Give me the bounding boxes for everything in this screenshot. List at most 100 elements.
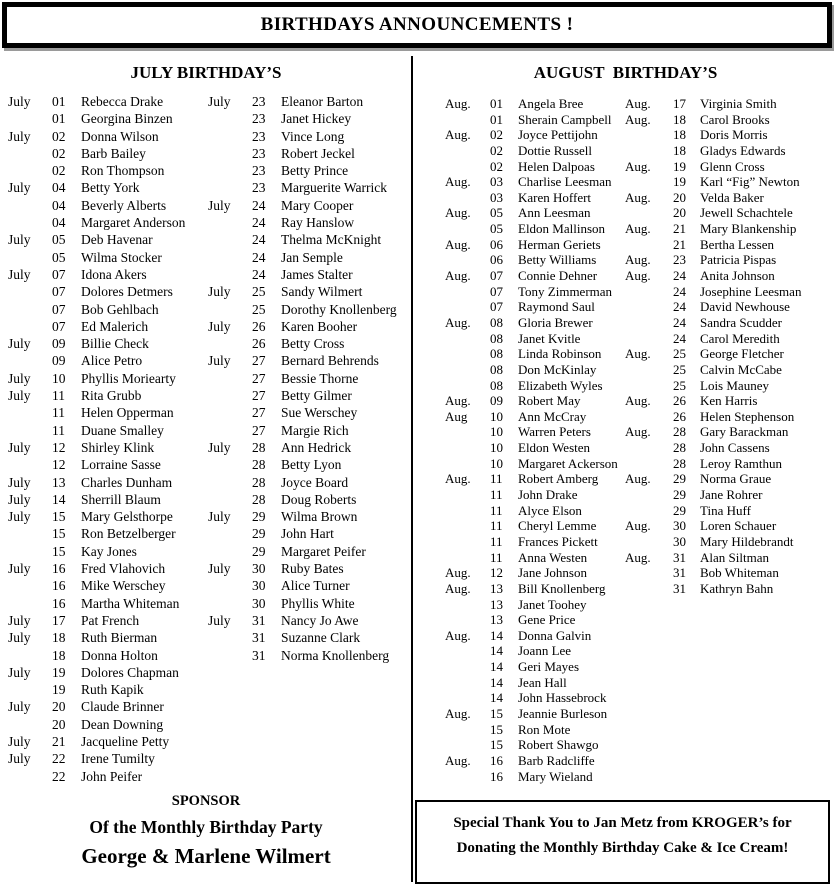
month-label bbox=[625, 503, 673, 519]
day-number: 28 bbox=[673, 440, 686, 456]
birthday-row: 24 Thelma McKnight bbox=[208, 231, 397, 248]
person-name: Billie Check bbox=[81, 336, 149, 352]
person-name: Margie Rich bbox=[281, 422, 349, 438]
day-number: 05 bbox=[52, 232, 66, 248]
birthday-row: July 23 Eleanor Barton bbox=[208, 93, 397, 110]
person-name: Connie Dehner bbox=[518, 268, 598, 284]
month-label bbox=[8, 110, 45, 127]
person-name: Cheryl Lemme bbox=[518, 518, 597, 534]
person-name: Ruby Bates bbox=[281, 561, 344, 577]
august-column-2: Aug. 17 Virginia Smith Aug. 18 Carol Bro… bbox=[625, 96, 801, 597]
person-name: Betty Gilmer bbox=[281, 388, 352, 404]
day-number: 23 bbox=[252, 163, 266, 179]
day-number: 12 bbox=[52, 457, 66, 473]
month-label bbox=[208, 422, 245, 439]
day-number: 30 bbox=[252, 578, 266, 594]
birthday-row: 07 Raymond Saul bbox=[445, 299, 618, 315]
person-name: Idona Akers bbox=[81, 266, 147, 282]
day-number: 18 bbox=[673, 111, 686, 127]
birthday-row: 02 Helen Dalpoas bbox=[445, 159, 618, 175]
day-number: 20 bbox=[52, 699, 66, 715]
person-name: Beverly Alberts bbox=[81, 197, 167, 213]
day-number: 23 bbox=[252, 128, 266, 144]
person-name: Rebecca Drake bbox=[81, 94, 164, 109]
month-label bbox=[625, 565, 673, 581]
birthday-row: 25 Calvin McCabe bbox=[625, 362, 801, 378]
birthday-row: Aug. 03 Charlise Leesman bbox=[445, 174, 618, 190]
month-label: July bbox=[208, 439, 231, 455]
person-name: Tina Huff bbox=[700, 502, 751, 518]
person-name: Eldon Mallinson bbox=[518, 221, 606, 237]
day-number: 25 bbox=[673, 377, 686, 393]
birthday-row: 14 John Hassebrock bbox=[445, 690, 618, 706]
month-label bbox=[208, 145, 245, 162]
person-name: Betty Cross bbox=[281, 336, 345, 352]
birthday-row: 28 Joyce Board bbox=[208, 474, 397, 491]
birthday-row: 11 John Drake bbox=[445, 487, 618, 503]
day-number: 30 bbox=[673, 533, 686, 549]
day-number: 26 bbox=[673, 408, 686, 424]
month-label: Aug. bbox=[625, 549, 651, 565]
birthday-row: Aug. 07 Connie Dehner bbox=[445, 268, 618, 284]
month-label bbox=[208, 543, 245, 560]
birthday-row: 09 Alice Petro bbox=[8, 352, 185, 369]
day-number: 01 bbox=[52, 111, 66, 127]
person-name: Betty Prince bbox=[281, 163, 349, 179]
birthday-row: 15 Kay Jones bbox=[8, 543, 185, 560]
month-label: July bbox=[8, 474, 31, 490]
month-label bbox=[208, 474, 245, 491]
person-name: Donna Holton bbox=[81, 647, 158, 663]
day-number: 30 bbox=[252, 595, 266, 611]
birthday-row: Aug. 28 Gary Barackman bbox=[625, 424, 801, 440]
day-number: 29 bbox=[252, 543, 266, 559]
day-number: 18 bbox=[52, 647, 66, 663]
birthday-row: July 22 Irene Tumilty bbox=[8, 750, 185, 767]
month-label: Aug. bbox=[625, 346, 651, 362]
person-name: Wilma Brown bbox=[281, 509, 358, 525]
birthday-row: July 18 Ruth Bierman bbox=[8, 629, 185, 646]
day-number: 29 bbox=[252, 526, 266, 542]
person-name: Martha Whiteman bbox=[81, 595, 180, 611]
month-label: Aug. bbox=[625, 96, 651, 111]
person-name: David Newhouse bbox=[700, 299, 790, 315]
person-name: Dorothy Knollenberg bbox=[281, 301, 397, 317]
month-label bbox=[625, 315, 673, 331]
person-name: Mary Gelsthorpe bbox=[81, 509, 173, 525]
month-label bbox=[208, 595, 245, 612]
person-name: Gene Price bbox=[518, 612, 576, 628]
month-label bbox=[208, 214, 245, 231]
birthday-row: 23 Marguerite Warrick bbox=[208, 179, 397, 196]
birthday-row: Aug. 24 Anita Johnson bbox=[625, 268, 801, 284]
birthday-row: 29 Margaret Peifer bbox=[208, 543, 397, 560]
day-number: 26 bbox=[252, 318, 266, 334]
day-number: 11 bbox=[490, 487, 503, 503]
day-number: 14 bbox=[490, 643, 503, 659]
person-name: Donna Wilson bbox=[81, 128, 159, 144]
birthday-row: July 26 Karen Booher bbox=[208, 318, 397, 335]
day-number: 08 bbox=[490, 361, 503, 377]
birthday-row: 31 Kathryn Bahn bbox=[625, 581, 801, 597]
person-name: Glenn Cross bbox=[700, 158, 765, 174]
day-number: 02 bbox=[52, 145, 66, 161]
day-number: 24 bbox=[252, 232, 266, 248]
july-column-1: July 01 Rebecca Drake 01 Georgina Binzen… bbox=[8, 93, 185, 785]
birthday-row: 20 Dean Downing bbox=[8, 716, 185, 733]
birthday-row: 16 Martha Whiteman bbox=[8, 595, 185, 612]
day-number: 10 bbox=[490, 440, 503, 456]
birthday-row: 03 Karen Hoffert bbox=[445, 190, 618, 206]
person-name: Jane Johnson bbox=[518, 565, 587, 581]
day-number: 25 bbox=[252, 284, 266, 300]
month-label: Aug. bbox=[625, 518, 651, 534]
day-number: 26 bbox=[252, 336, 266, 352]
person-name: Anna Westen bbox=[518, 549, 588, 565]
month-label: July bbox=[208, 561, 231, 577]
person-name: Velda Baker bbox=[700, 189, 764, 205]
birthday-row: Aug. 23 Patricia Pispas bbox=[625, 252, 801, 268]
month-label: Aug. bbox=[445, 236, 471, 252]
birthday-row: 23 Janet Hickey bbox=[208, 110, 397, 127]
person-name: Carol Brooks bbox=[700, 111, 770, 127]
day-number: 13 bbox=[490, 596, 503, 612]
day-number: 19 bbox=[52, 664, 66, 680]
month-label: July bbox=[208, 318, 231, 334]
